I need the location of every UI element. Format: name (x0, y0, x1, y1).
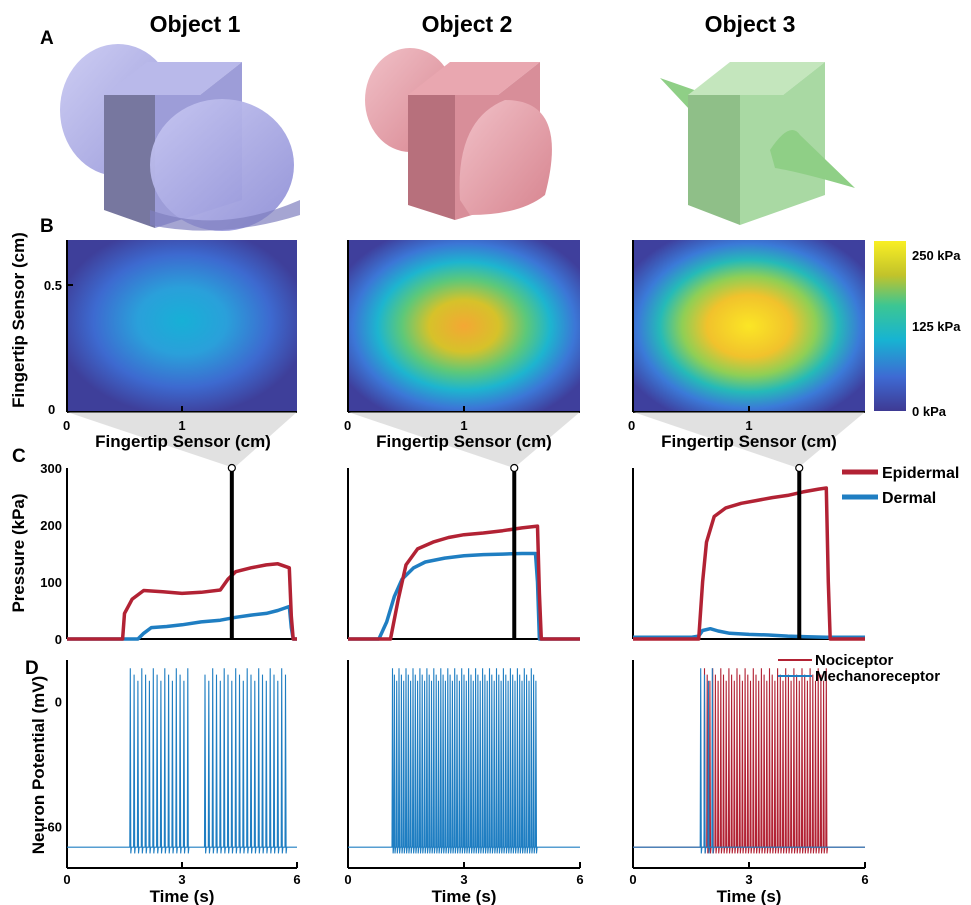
time-1-xtick-0: 0 (63, 872, 70, 887)
time-3-xtick-6: 6 (861, 872, 868, 887)
pressure-plot-1 (66, 463, 297, 641)
object-2-title: Object 2 (422, 11, 513, 37)
pressure-ytick-100: 100 (40, 575, 62, 590)
heatmap-1-xlabel: Fingertip Sensor (cm) (95, 432, 271, 451)
mechanoreceptor-trace (67, 668, 297, 854)
pressure-plot-2 (347, 463, 580, 641)
object-3-title: Object 3 (705, 11, 796, 37)
heatmap-1-xtick-0: 0 (63, 418, 70, 433)
pressure-plots (66, 463, 865, 641)
neuron-ylabel: Neuron Potential (mV) (29, 676, 48, 855)
panel-letter-a: A (40, 28, 54, 49)
pressure-ylabel: Pressure (kPa) (9, 493, 28, 612)
heatmap-object-1 (67, 240, 297, 412)
heatmap-3-xtick-1: 1 (745, 418, 752, 433)
projection-cone-3 (633, 412, 865, 468)
legend-mechanoreceptor-label: Mechanoreceptor (815, 668, 940, 685)
dermal-series-line (348, 551, 580, 641)
epidermal-series-line (67, 562, 297, 641)
pressure-ytick-0: 0 (55, 632, 62, 647)
pressure-ytick-200: 200 (40, 518, 62, 533)
mechanoreceptor-trace (633, 668, 865, 854)
time-1-xlabel: Time (s) (150, 887, 215, 905)
legend-nociceptor-label: Nociceptor (815, 652, 894, 669)
neuron-ytick-neg60: -60 (43, 819, 62, 834)
neuron-plot-3 (632, 660, 866, 869)
time-2-xlabel: Time (s) (432, 887, 497, 905)
panel-letter-c: C (12, 446, 26, 467)
time-marker-dot (795, 463, 804, 473)
time-2-xtick-3: 3 (460, 872, 467, 887)
object-2-render (365, 48, 552, 220)
legend-dermal-label: Dermal (882, 490, 936, 507)
colorbar-tick-125: 125 kPa (912, 319, 961, 334)
pressure-ytick-300: 300 (40, 461, 62, 476)
nociceptor-trace (633, 668, 865, 854)
heatmap-2-xtick-1: 1 (460, 418, 467, 433)
neuron-plot-1 (66, 660, 298, 869)
time-3-xtick-0: 0 (629, 872, 636, 887)
neuron-plot-2 (347, 660, 581, 869)
time-2-xtick-6: 6 (576, 872, 583, 887)
time-1-xtick-3: 3 (178, 872, 185, 887)
epidermal-series-line (348, 524, 580, 641)
legend-epidermal-label: Epidermal (882, 465, 959, 482)
object-3-render (660, 62, 855, 225)
colorbar-tick-0: 0 kPa (912, 404, 947, 419)
colorbar (874, 241, 906, 411)
heatmap-ytick-0: 0 (48, 402, 55, 417)
object-1-title: Object 1 (150, 11, 241, 37)
time-2-xtick-0: 0 (344, 872, 351, 887)
time-3-xtick-3: 3 (745, 872, 752, 887)
projection-cone-1 (67, 412, 297, 468)
heatmap-2-xtick-0: 0 (344, 418, 351, 433)
object-1-render (60, 44, 300, 231)
heatmap-object-3 (633, 240, 865, 412)
epidermal-series-line (633, 486, 865, 641)
panel-letter-d: D (25, 658, 39, 679)
time-marker-dot (227, 463, 236, 473)
mechanoreceptor-trace (348, 668, 580, 854)
colorbar-tick-250: 250 kPa (912, 248, 961, 263)
heatmap-object-2 (348, 240, 580, 412)
heatmap-2-xlabel: Fingertip Sensor (cm) (376, 432, 552, 451)
time-marker-dot (510, 463, 519, 473)
pressure-plot-3 (632, 463, 865, 641)
time-3-xlabel: Time (s) (717, 887, 782, 905)
heatmap-3-xtick-0: 0 (628, 418, 635, 433)
projection-cone-2 (348, 412, 580, 468)
time-1-xtick-6: 6 (293, 872, 300, 887)
neuron-ytick-0: 0 (55, 695, 62, 710)
heatmap-1-xtick-1: 1 (178, 418, 185, 433)
panel-letter-b: B (40, 216, 54, 237)
dermal-series-line (67, 604, 297, 641)
heatmap-3-xlabel: Fingertip Sensor (cm) (661, 432, 837, 451)
heatmap-ytick-05: 0.5 (44, 278, 62, 293)
heatmap-ylabel: Fingertip Sensor (cm) (9, 232, 28, 408)
neuron-plots (66, 660, 866, 869)
